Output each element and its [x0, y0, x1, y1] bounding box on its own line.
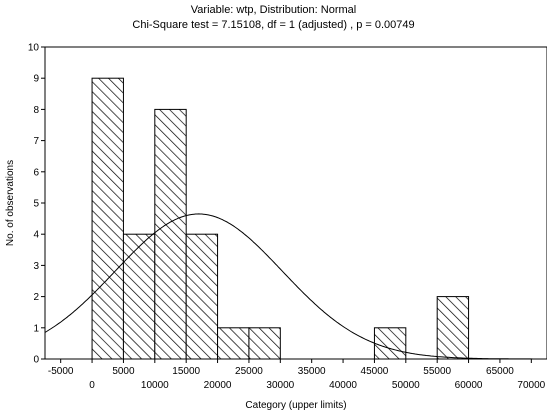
- y-tick-label: 8: [33, 105, 39, 116]
- x-tick-label: 65000: [486, 366, 514, 377]
- y-axis-label: No. of observations: [5, 160, 16, 246]
- x-tick-label: 35000: [298, 366, 326, 377]
- x-tick-label: 60000: [455, 380, 483, 391]
- normal-fit-curve: [44, 213, 547, 360]
- x-tick-label: 25000: [235, 366, 263, 377]
- histogram-bar: [436, 296, 470, 360]
- x-tick-label: 55000: [423, 366, 451, 377]
- y-tick-label: 3: [33, 261, 39, 272]
- y-tick-label: 7: [33, 136, 39, 147]
- y-tick-label: 0: [33, 355, 39, 366]
- x-tick-label: 5000: [112, 366, 135, 377]
- y-tick-label: 10: [28, 43, 40, 54]
- y-tick-label: 6: [33, 167, 39, 178]
- x-tick-label: 45000: [361, 366, 389, 377]
- histogram-bar: [122, 233, 156, 360]
- y-tick-label: 5: [33, 199, 39, 210]
- y-tick-label: 9: [33, 74, 39, 85]
- x-tick-label: 40000: [329, 380, 357, 391]
- x-tick-label: 10000: [141, 380, 169, 391]
- x-tick-label: 70000: [517, 380, 545, 391]
- histogram-bar: [91, 77, 124, 360]
- y-tick-label: 4: [33, 230, 39, 241]
- histogram-bar: [248, 327, 281, 360]
- y-tick-label: 1: [33, 323, 39, 334]
- y-tick-label: 2: [33, 292, 39, 303]
- histogram-bar: [185, 233, 219, 360]
- x-tick-label: 15000: [172, 366, 200, 377]
- histogram-bar: [373, 327, 407, 360]
- chart-subtitle: Chi-Square test = 7.15108, df = 1 (adjus…: [132, 19, 415, 31]
- x-tick-label: 30000: [266, 380, 294, 391]
- x-tick-label: 50000: [392, 380, 420, 391]
- x-tick-label: -5000: [48, 366, 74, 377]
- x-axis-label: Category (upper limits): [245, 400, 346, 411]
- x-tick-label: 0: [89, 380, 95, 391]
- x-tick-label: 20000: [204, 380, 232, 391]
- histogram-bar: [217, 327, 250, 360]
- chart-title: Variable: wtp, Distribution: Normal: [190, 4, 357, 16]
- histogram-bar: [154, 108, 187, 360]
